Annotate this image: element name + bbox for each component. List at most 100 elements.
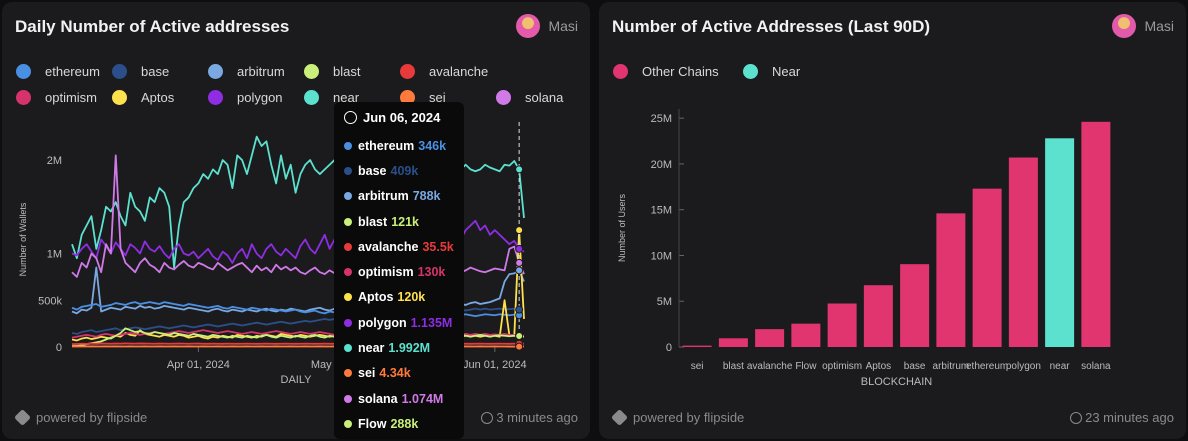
- tooltip-row-arbitrum: arbitrum 788k: [344, 184, 454, 209]
- legend-row: optimism Aptos polygon near sei solana: [16, 84, 592, 110]
- bar-chart[interactable]: 0 5M 10M 15M 20M 25M Number of Users sei blast av…: [599, 2, 1186, 439]
- legend-label: near: [333, 89, 360, 105]
- hover-point-blast: [515, 331, 524, 340]
- legend-label: sei: [429, 89, 446, 105]
- legend-dot: [208, 63, 223, 79]
- tooltip-date: Jun 06, 2024: [344, 110, 454, 125]
- legend-item-ethereum[interactable]: ethereum: [16, 63, 112, 79]
- legend-item-solana[interactable]: solana: [496, 89, 592, 105]
- x-tick-label: polygon: [1006, 361, 1041, 372]
- avatar: [1112, 14, 1137, 38]
- bar-blast[interactable]: [718, 338, 748, 347]
- left-updated: 3 minutes ago: [481, 410, 578, 425]
- bar-base[interactable]: [900, 264, 930, 347]
- legend-label: Near: [772, 63, 801, 79]
- right-author[interactable]: Masi: [1112, 14, 1174, 38]
- bar-polygon[interactable]: [1008, 157, 1038, 347]
- powered-by-text: powered by flipside: [633, 410, 745, 425]
- right-updated: 23 minutes ago: [1070, 410, 1174, 425]
- legend-item-arbitrum[interactable]: arbitrum: [208, 63, 304, 79]
- tooltip-series-name: polygon: [358, 315, 407, 330]
- bar-aptos[interactable]: [863, 285, 893, 347]
- updated-text: 3 minutes ago: [496, 410, 578, 425]
- legend-label: Aptos: [141, 89, 175, 105]
- legend-item-base[interactable]: base: [112, 63, 208, 79]
- x-tick-label: Flow: [795, 361, 817, 372]
- left-legend: ethereum base arbitrum blast avalanche optimi…: [16, 58, 592, 110]
- y-tick-label: 500k: [38, 295, 62, 307]
- bar-flow[interactable]: [791, 323, 821, 347]
- tooltip-dot: [344, 268, 352, 277]
- legend-item-other-chains[interactable]: Other Chains: [613, 63, 743, 79]
- legend-item-near[interactable]: Near: [743, 63, 873, 79]
- bar-arbitrum[interactable]: [936, 213, 966, 347]
- legend-label: arbitrum: [237, 63, 285, 79]
- legend-dot: [112, 89, 127, 105]
- tooltip-series-name: Aptos: [358, 290, 394, 305]
- y-tick-label: 15M: [651, 205, 672, 217]
- x-tick-label: Apr 01, 2024: [167, 359, 230, 371]
- tooltip-series-name: Flow: [358, 416, 387, 431]
- legend-item-sei[interactable]: sei: [400, 89, 496, 105]
- tooltip-row-solana: solana 1.074M: [344, 386, 454, 411]
- tooltip-series-value: 120k: [397, 290, 426, 305]
- legend-item-near[interactable]: near: [304, 89, 400, 105]
- left-chart-panel: Daily Number of Active addresses Masi et…: [2, 2, 590, 439]
- bar-solana[interactable]: [1081, 121, 1111, 347]
- tooltip-row-near: near 1.992M: [344, 335, 454, 360]
- legend-label: optimism: [45, 89, 98, 105]
- hover-point-polygon: [515, 244, 524, 253]
- tooltip-series-name: base: [358, 163, 387, 178]
- legend-item-optimism[interactable]: optimism: [16, 89, 112, 105]
- bar-near[interactable]: [1045, 138, 1075, 347]
- legend-item-aptos[interactable]: Aptos: [112, 89, 208, 105]
- legend-dot: [304, 63, 319, 79]
- y-tick-label: 0: [56, 342, 62, 354]
- tooltip-dot: [344, 394, 352, 403]
- hover-point-solana: [515, 258, 524, 267]
- bar-optimism[interactable]: [827, 303, 857, 347]
- hover-point-base: [515, 305, 524, 314]
- y-axis-label: Number of Users: [617, 193, 627, 262]
- legend-item-blast[interactable]: blast: [304, 63, 400, 79]
- right-chart-title: Number of Active Addresses (Last 90D): [612, 17, 931, 36]
- tooltip-row-polygon: polygon 1.135M: [344, 310, 454, 335]
- legend-item-avalanche[interactable]: avalanche: [400, 63, 496, 79]
- bar-ethereum[interactable]: [972, 188, 1002, 347]
- right-footer[interactable]: powered by flipside: [611, 409, 745, 426]
- legend-dot: [400, 63, 415, 79]
- left-chart-title: Daily Number of Active addresses: [15, 17, 290, 36]
- legend-label: blast: [333, 63, 361, 79]
- x-tick-label: near: [1050, 361, 1071, 372]
- legend-label: Other Chains: [642, 63, 719, 79]
- chart-tooltip: Jun 06, 2024 ethereum 346k base 409k arbitru…: [334, 102, 464, 439]
- tooltip-series-value: 788k: [412, 189, 441, 204]
- legend-dot: [16, 89, 31, 105]
- right-chart-panel: Number of Active Addresses (Last 90D) Ma…: [599, 2, 1186, 439]
- legend-item-polygon[interactable]: polygon: [208, 89, 304, 105]
- tooltip-dot: [344, 419, 352, 428]
- avatar: [516, 14, 541, 38]
- clock-icon: [1070, 411, 1083, 424]
- tooltip-row-avalanche: avalanche 35.5k: [344, 234, 454, 259]
- tooltip-series-name: arbitrum: [358, 189, 409, 204]
- tooltip-series-name: near: [358, 341, 385, 356]
- x-tick-label: arbitrum: [933, 361, 970, 372]
- bar-sei[interactable]: [682, 345, 712, 347]
- tooltip-series-name: optimism: [358, 265, 414, 280]
- tooltip-row-flow: Flow 288k: [344, 411, 454, 436]
- right-legend: Other Chains Near: [613, 58, 873, 84]
- left-footer[interactable]: powered by flipside: [14, 409, 147, 426]
- tooltip-dot: [344, 344, 352, 353]
- left-author[interactable]: Masi: [516, 14, 578, 38]
- tooltip-series-value: 409k: [390, 163, 419, 178]
- y-tick-label: 2M: [47, 155, 62, 167]
- tooltip-row-base: base 409k: [344, 158, 454, 183]
- legend-row: Other Chains Near: [613, 58, 873, 84]
- tooltip-series-value: 1.074M: [401, 391, 444, 406]
- legend-label: ethereum: [45, 63, 100, 79]
- bar-avalanche[interactable]: [755, 329, 785, 347]
- tooltip-dot: [344, 166, 352, 175]
- legend-label: polygon: [237, 89, 283, 105]
